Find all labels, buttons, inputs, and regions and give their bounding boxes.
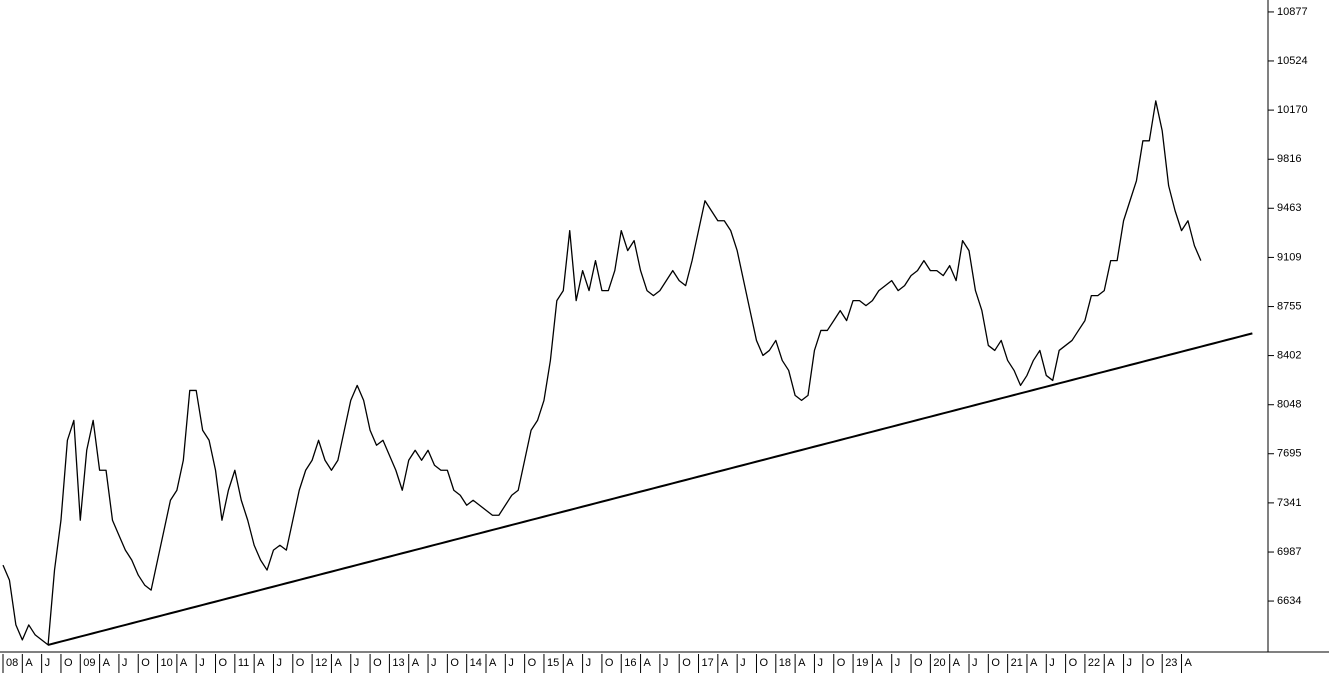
x-tick-label: O — [141, 657, 150, 669]
x-tick-label: 23 — [1165, 657, 1177, 669]
x-tick-label: A — [1030, 657, 1038, 669]
x-tick-label: J — [431, 657, 437, 669]
y-tick-label: 6634 — [1277, 595, 1301, 607]
y-tick-label: 9816 — [1277, 153, 1301, 165]
x-tick-label: A — [644, 657, 652, 669]
y-tick-label: 8402 — [1277, 349, 1301, 361]
x-tick-label: 11 — [238, 657, 249, 669]
x-tick-label: J — [1127, 657, 1133, 669]
y-tick-label: 8048 — [1277, 399, 1301, 411]
x-tick-label: J — [276, 657, 282, 669]
x-tick-label: O — [914, 657, 923, 669]
x-tick-label: O — [450, 657, 459, 669]
x-tick-label: O — [219, 657, 228, 669]
x-tick-label: 15 — [547, 657, 559, 669]
x-tick-label: J — [199, 657, 205, 669]
x-tick-label: O — [528, 657, 537, 669]
x-tick-label: 12 — [315, 657, 327, 669]
x-tick-label: A — [953, 657, 961, 669]
y-tick-label: 10877 — [1277, 6, 1308, 18]
x-tick-label: J — [586, 657, 592, 669]
series-line — [47, 332, 1253, 646]
x-tick-label: 18 — [779, 657, 791, 669]
x-tick-label: 16 — [624, 657, 636, 669]
x-tick-label: O — [1146, 657, 1155, 669]
x-tick-label: O — [759, 657, 768, 669]
x-tick-label: A — [1107, 657, 1115, 669]
x-tick-label: J — [817, 657, 823, 669]
x-tick-label: O — [373, 657, 382, 669]
x-tick-label: A — [25, 657, 33, 669]
x-tick-label: 17 — [702, 657, 714, 669]
x-tick-label: A — [412, 657, 420, 669]
y-tick-label: 9109 — [1277, 251, 1301, 263]
x-tick-label: 10 — [161, 657, 173, 669]
x-tick-label: J — [740, 657, 746, 669]
x-tick-label: J — [1049, 657, 1055, 669]
x-tick-label: J — [122, 657, 128, 669]
x-tick-label: A — [103, 657, 111, 669]
x-tick-label: A — [798, 657, 806, 669]
series-line — [2, 100, 1202, 646]
x-tick-label: J — [972, 657, 978, 669]
y-tick-label: 8755 — [1277, 300, 1301, 312]
x-tick-label: 19 — [856, 657, 868, 669]
x-tick-label: J — [663, 657, 669, 669]
x-tick-label: A — [721, 657, 729, 669]
x-tick-label: 09 — [83, 657, 95, 669]
y-tick-label: 9463 — [1277, 202, 1301, 214]
x-tick-label: J — [45, 657, 51, 669]
x-tick-label: O — [64, 657, 73, 669]
x-tick-label: 20 — [933, 657, 945, 669]
x-tick-label: O — [682, 657, 691, 669]
y-tick-label: 10524 — [1277, 55, 1308, 67]
x-tick-label: A — [257, 657, 265, 669]
x-tick-label: J — [354, 657, 360, 669]
y-tick-label: 7695 — [1277, 448, 1301, 460]
x-tick-label: O — [991, 657, 1000, 669]
x-tick-label: 14 — [470, 657, 482, 669]
x-tick-label: 13 — [392, 657, 404, 669]
x-tick-label: J — [508, 657, 514, 669]
x-tick-label: O — [837, 657, 846, 669]
x-tick-label: O — [605, 657, 614, 669]
x-tick-label: O — [296, 657, 305, 669]
x-tick-label: A — [489, 657, 497, 669]
x-tick-label: 21 — [1011, 657, 1023, 669]
x-tick-label: 08 — [6, 657, 18, 669]
x-tick-label: J — [895, 657, 901, 669]
x-tick-label: A — [875, 657, 883, 669]
x-tick-label: A — [1185, 657, 1193, 669]
x-tick-label: A — [566, 657, 574, 669]
y-tick-label: 7341 — [1277, 497, 1301, 509]
y-tick-label: 10170 — [1277, 104, 1308, 116]
y-tick-label: 6987 — [1277, 546, 1301, 558]
x-tick-label: O — [1069, 657, 1078, 669]
x-tick-label: 22 — [1088, 657, 1100, 669]
x-tick-label: A — [180, 657, 188, 669]
x-tick-label: A — [334, 657, 342, 669]
